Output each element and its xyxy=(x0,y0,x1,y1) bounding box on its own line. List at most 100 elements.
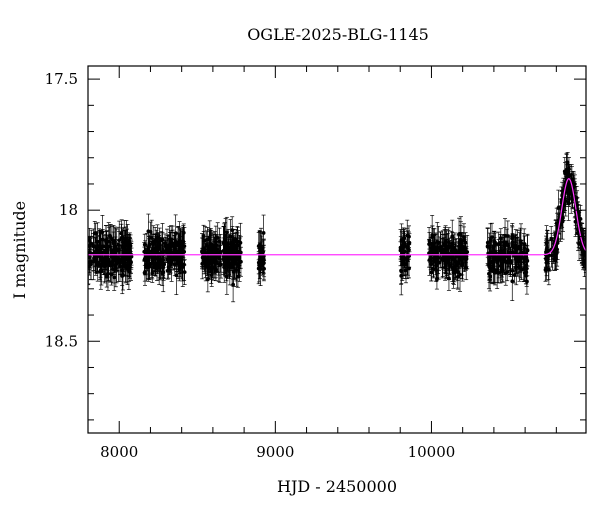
data-point xyxy=(92,249,97,268)
marker xyxy=(122,250,126,255)
marker xyxy=(106,239,111,244)
marker xyxy=(155,236,160,240)
data-point xyxy=(178,247,183,269)
marker xyxy=(399,269,404,274)
marker xyxy=(142,249,147,254)
marker xyxy=(147,263,152,268)
data-point xyxy=(160,248,165,276)
data-point xyxy=(147,251,152,279)
marker xyxy=(172,262,177,267)
marker xyxy=(462,249,466,254)
marker xyxy=(261,231,266,235)
marker xyxy=(176,262,180,267)
marker xyxy=(450,234,455,239)
marker xyxy=(434,261,439,266)
marker xyxy=(166,246,170,251)
marker xyxy=(88,255,92,260)
marker xyxy=(237,260,242,264)
data-point xyxy=(166,255,171,279)
marker xyxy=(458,241,463,245)
data-points-group xyxy=(88,152,586,303)
marker xyxy=(513,256,518,260)
data-point xyxy=(111,231,116,252)
data-point xyxy=(146,213,151,249)
marker xyxy=(118,257,122,262)
marker xyxy=(174,273,179,278)
marker xyxy=(104,249,108,254)
data-point xyxy=(102,257,107,275)
marker xyxy=(258,267,263,272)
data-point xyxy=(128,243,133,281)
marker xyxy=(106,261,111,266)
marker xyxy=(445,258,449,263)
marker xyxy=(492,267,497,272)
marker xyxy=(126,243,131,247)
plot-content xyxy=(88,152,586,303)
marker xyxy=(111,239,116,244)
data-point xyxy=(105,256,110,291)
marker xyxy=(171,252,176,257)
data-point xyxy=(113,246,118,267)
data-point xyxy=(117,250,122,269)
marker xyxy=(222,238,227,242)
marker xyxy=(222,264,227,269)
data-point xyxy=(100,215,105,250)
marker xyxy=(209,266,214,271)
marker xyxy=(106,271,110,276)
marker xyxy=(519,255,524,260)
data-point xyxy=(101,234,106,259)
marker xyxy=(212,255,216,260)
marker xyxy=(113,267,118,271)
marker xyxy=(125,250,130,255)
marker xyxy=(113,254,118,259)
marker xyxy=(147,249,152,254)
marker xyxy=(160,271,165,276)
marker xyxy=(101,244,106,249)
marker xyxy=(399,244,404,249)
marker xyxy=(178,239,183,244)
data-point xyxy=(178,229,183,255)
marker xyxy=(145,258,150,263)
marker xyxy=(525,248,530,253)
marker xyxy=(257,242,262,247)
marker xyxy=(405,245,409,250)
marker xyxy=(178,255,183,260)
data-point xyxy=(144,255,149,275)
marker xyxy=(122,244,127,249)
marker xyxy=(173,231,178,236)
marker xyxy=(500,265,504,270)
marker xyxy=(88,237,92,242)
marker xyxy=(160,237,165,242)
marker xyxy=(119,236,124,240)
data-point xyxy=(113,250,118,288)
marker xyxy=(92,256,96,261)
marker xyxy=(488,266,492,271)
marker xyxy=(503,233,507,238)
marker xyxy=(462,238,466,243)
marker xyxy=(464,266,469,270)
data-point xyxy=(103,241,108,263)
marker xyxy=(142,242,147,247)
marker xyxy=(451,265,455,270)
marker xyxy=(226,254,230,259)
marker xyxy=(508,258,513,263)
marker xyxy=(202,259,207,264)
chart-title: OGLE-2025-BLG-1145 xyxy=(247,25,429,44)
marker xyxy=(436,240,441,245)
marker xyxy=(182,270,187,275)
marker xyxy=(97,244,102,249)
marker xyxy=(229,257,234,262)
data-point xyxy=(97,229,102,264)
marker xyxy=(157,244,161,249)
marker xyxy=(510,279,515,284)
marker xyxy=(233,257,238,262)
data-point xyxy=(122,235,127,271)
marker xyxy=(503,271,508,276)
marker xyxy=(94,263,99,267)
marker xyxy=(524,273,528,278)
marker xyxy=(451,270,456,275)
marker xyxy=(129,260,133,264)
marker xyxy=(510,233,515,238)
marker xyxy=(401,241,406,245)
